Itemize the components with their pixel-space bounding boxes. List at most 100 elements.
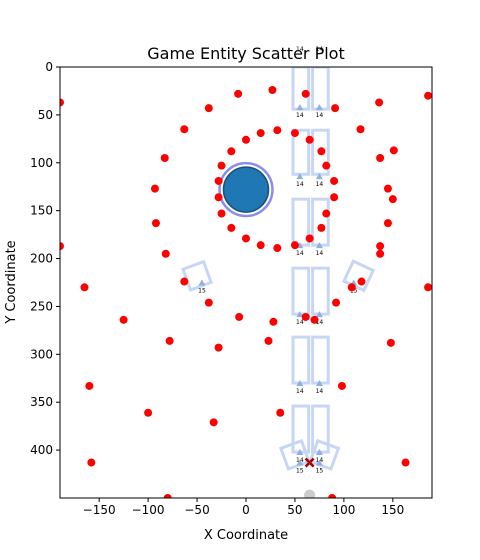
x-tick-label: −100: [132, 503, 165, 517]
triangle-label: 14: [316, 319, 324, 326]
x-tick-label: 0: [242, 503, 250, 517]
lane-rect: [311, 335, 330, 385]
red-point: [256, 129, 265, 138]
red-point: [227, 223, 236, 232]
red-point: [301, 89, 310, 98]
y-tick-label: 100: [30, 156, 53, 170]
triangle-marker: [198, 279, 206, 286]
x-marker: [304, 457, 315, 468]
red-point: [331, 104, 340, 113]
x-axis-ticks: −150 −100 −50 0 50 100 150: [83, 498, 404, 517]
triangle-marker: [296, 104, 304, 111]
triangle-label: 15: [316, 468, 324, 475]
y-tick-label: 300: [30, 347, 53, 361]
red-point: [214, 343, 223, 352]
triangle-marker: [315, 380, 323, 387]
y-tick-label: 350: [30, 395, 53, 409]
red-point: [269, 317, 278, 326]
x-tick-label: −150: [83, 503, 116, 517]
red-point: [256, 241, 265, 250]
y-tick-label: 250: [30, 299, 53, 313]
red-point: [376, 153, 385, 162]
triangle-label: 14: [296, 112, 304, 119]
red-point: [276, 408, 285, 417]
lane-rect: [291, 67, 311, 111]
lane-rect: [311, 266, 330, 316]
red-point: [268, 85, 277, 94]
triangle-label: 14: [296, 181, 304, 188]
red-point: [389, 146, 398, 155]
red-point: [383, 219, 392, 228]
y-tick-label: 0: [45, 60, 53, 74]
lane-rect: [291, 128, 311, 176]
red-point: [424, 91, 432, 100]
y-tick-label: 50: [38, 108, 53, 122]
red-point: [160, 153, 169, 162]
red-point: [401, 458, 410, 467]
triangle-marker: [296, 173, 304, 180]
red-point: [87, 458, 96, 467]
red-point: [376, 242, 385, 251]
red-point: [301, 312, 310, 321]
red-point: [165, 336, 174, 345]
red-point: [273, 244, 282, 253]
red-point: [356, 125, 365, 134]
triangle-marker: [315, 173, 323, 180]
x-tick-label: 50: [287, 503, 302, 517]
red-point: [290, 241, 299, 250]
red-point: [332, 298, 341, 307]
top-label: 14: [316, 46, 324, 53]
triangle-label: 14: [316, 388, 324, 395]
rotated-square: [181, 259, 214, 292]
lane-rect: [311, 67, 330, 111]
lane-rect: [291, 335, 311, 385]
red-point: [388, 195, 397, 204]
triangle-marker: [315, 104, 323, 111]
red-point: [161, 249, 170, 258]
red-point: [322, 209, 331, 218]
x-axis-label: X Coordinate: [204, 528, 288, 543]
triangle-marker: [315, 242, 323, 249]
red-point: [317, 147, 326, 156]
red-point: [242, 135, 250, 144]
rotated-square: [278, 438, 311, 471]
triangle-label: 14: [296, 319, 304, 326]
axes-frame: [59, 66, 433, 499]
y-axis-label: Y Coordinate: [4, 240, 19, 324]
chart-title: Game Entity Scatter Plot: [147, 44, 344, 63]
red-point: [347, 283, 356, 292]
red-point: [180, 277, 189, 286]
rotated-square: [308, 438, 341, 471]
red-point: [264, 336, 273, 345]
red-point: [180, 125, 189, 134]
red-point: [151, 219, 160, 228]
red-point: [310, 315, 319, 324]
triangle-marker: [315, 311, 323, 318]
y-tick-label: 400: [30, 443, 53, 457]
red-point: [209, 418, 218, 427]
triangle-label: 14: [296, 250, 304, 257]
red-point: [214, 193, 223, 202]
red-point: [234, 89, 243, 98]
triangle-marker: [296, 448, 304, 455]
red-point: [163, 494, 172, 498]
red-point: [386, 338, 395, 347]
red-point: [317, 223, 326, 232]
red-point: [305, 234, 314, 243]
x-tick-label: −50: [184, 503, 209, 517]
red-point: [80, 283, 89, 292]
red-point: [357, 277, 366, 286]
red-point: [330, 176, 339, 185]
triangle-marker: [296, 311, 304, 318]
red-point: [424, 283, 432, 292]
lane-rect: [291, 266, 311, 316]
lane-rect: [311, 128, 330, 176]
red-point: [383, 184, 392, 193]
blue-circle-ring: [218, 161, 274, 218]
triangle-marker: [315, 459, 323, 466]
red-point: [60, 242, 64, 251]
red-point: [204, 104, 213, 113]
red-point: [85, 381, 94, 390]
y-axis-ticks: 0 50 100 150 200 250 300 350 400: [30, 60, 60, 457]
